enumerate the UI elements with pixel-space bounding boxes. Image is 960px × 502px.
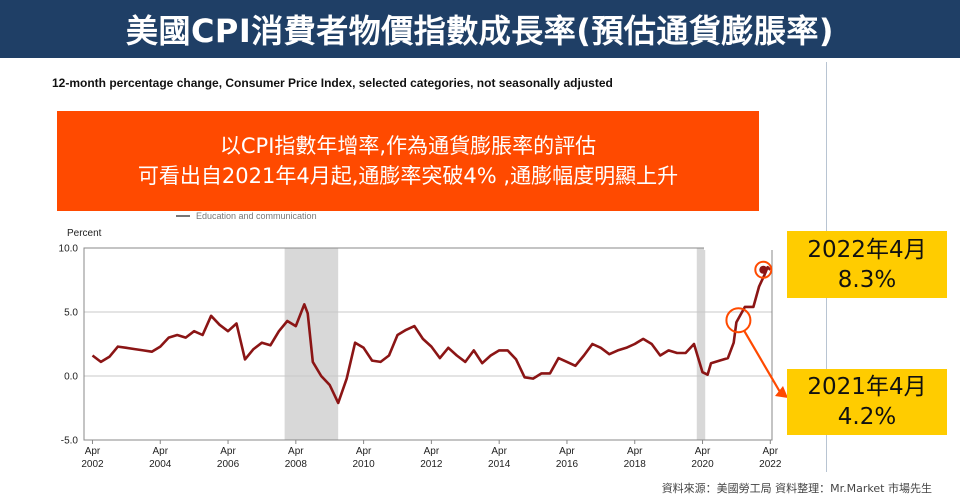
x-tick-year: 2012 [420,459,443,470]
annotation-box-2022: 2022年4月 8.3% [787,231,947,298]
y-tick-label: -5.0 [61,436,79,447]
y-tick-label: 5.0 [64,308,78,319]
annotation-value: 4.2% [837,404,897,430]
x-tick-month: Apr [356,446,372,457]
x-tick-month: Apr [220,446,236,457]
legend-label: Education and communication [196,211,317,221]
x-tick-year: 2020 [691,459,714,470]
annotation-box-2021: 2021年4月 4.2% [787,369,947,435]
x-tick-year: 2016 [556,459,579,470]
callout-line-2: 可看出自2021年4月起,通膨率突破4% ,通膨幅度明顯上升 [137,164,679,188]
annotation-date: 2022年4月 [807,236,927,263]
x-tick-year: 2006 [217,459,240,470]
y-tick-labels: 10.0 5.0 0.0 -5.0 [59,244,79,447]
white-patch [704,212,780,250]
peak-point [759,265,768,274]
x-tick-month: Apr [627,446,643,457]
series-line [91,265,772,405]
callout-line-1: 以CPI指數年增率,作為通貨膨脹率的評估 [219,134,597,158]
x-tick-month: Apr [424,446,440,457]
annotation-marks [725,260,788,398]
recession-bands [284,248,706,440]
x-tick-month: Apr [491,446,507,457]
annotation-date: 2021年4月 [807,374,927,400]
x-tick-year: 2004 [149,459,172,470]
x-tick-year: 2002 [81,459,104,470]
y-axis-label: Percent [67,228,102,239]
source-footer: 資料來源：美國勞工局 資料整理：Mr.Market 市場先生 [661,482,932,495]
callout-box: 以CPI指數年增率,作為通貨膨脹率的評估 可看出自2021年4月起,通膨率突破4… [57,111,759,211]
x-tick-month: Apr [763,446,779,457]
callout-arrow-head [775,386,788,398]
legend-swatch [176,215,190,217]
recession-band-1 [696,248,706,440]
y-tick-label: 10.0 [59,244,79,255]
annotation-value: 8.3% [837,266,897,293]
peak-highlight-ring [754,260,773,279]
x-tick-month: Apr [695,446,711,457]
x-tick-month: Apr [559,446,575,457]
x-tick-year: 2014 [488,459,511,470]
plot-frame [83,247,773,441]
x-tick-year: 2018 [624,459,647,470]
apr2021-highlight-ring [725,307,752,334]
x-tick-year: 2022 [759,459,782,470]
x-tick-month: Apr [152,446,168,457]
callout-arrow-line [743,330,781,393]
chart-subtitle: 12-month percentage change, Consumer Pri… [52,76,613,90]
y-tick-label: 0.0 [64,372,78,383]
page-title: 美國CPI消費者物價指數成長率(預估通貨膨脹率) [0,0,960,58]
x-tick-year: 2008 [285,459,308,470]
legend-entry: Education and communication [176,211,317,221]
x-tick-year: 2010 [352,459,375,470]
x-tick-month: Apr [288,446,304,457]
x-tick-month: Apr [85,446,101,457]
x-tick-labels: Apr 2002 Apr 2004 Apr 2006 Apr 2008 Apr 2010 Apr 20… [81,440,782,470]
